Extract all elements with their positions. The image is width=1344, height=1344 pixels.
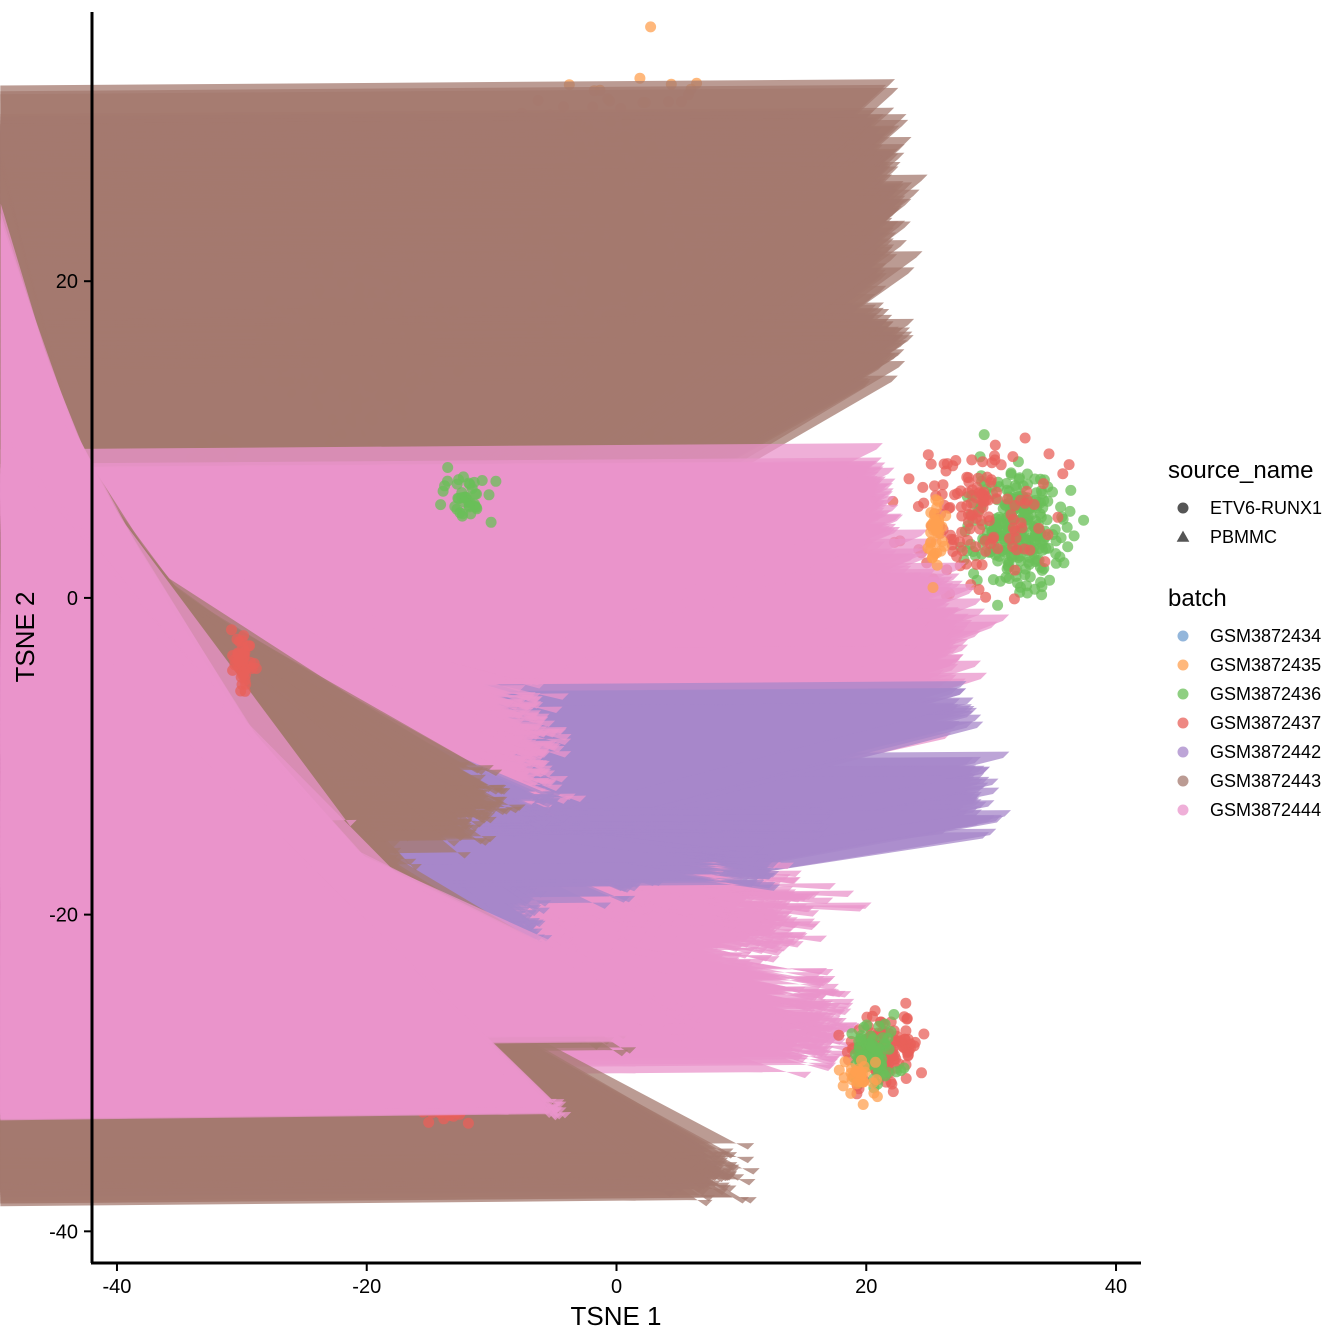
data-point: [977, 456, 989, 468]
data-point: [1021, 485, 1033, 497]
data-point: [962, 534, 973, 546]
data-point: [961, 500, 973, 512]
data-point: [1019, 432, 1031, 444]
data-point: [995, 459, 1007, 471]
data-point: [1037, 544, 1049, 556]
data-point: [931, 527, 943, 539]
data-point: [927, 551, 939, 563]
data-point: [930, 494, 942, 506]
data-point: [1001, 493, 1013, 505]
data-point: [987, 574, 999, 586]
data-point: [973, 584, 985, 595]
data-point: [1007, 522, 1019, 534]
data-point: [1037, 478, 1049, 490]
data-point: [937, 479, 949, 491]
data-point: [980, 591, 992, 603]
data-point: [1041, 514, 1053, 526]
data-point: [903, 473, 915, 485]
data-point: [955, 485, 967, 497]
data-point: [986, 457, 998, 469]
data-point: [1068, 530, 1080, 542]
data-point: [922, 449, 934, 461]
data-point: [1050, 557, 1062, 569]
data-point: [963, 509, 974, 520]
data-point: [1028, 499, 1040, 510]
data-point: [985, 474, 997, 486]
data-point: [925, 507, 937, 519]
data-point: [1055, 501, 1067, 513]
data-point: [1043, 448, 1055, 460]
data-point: [931, 559, 943, 571]
data-point: [1000, 571, 1012, 583]
data-point: [925, 458, 937, 470]
data-point: [970, 541, 982, 553]
data-point: [1024, 544, 1036, 556]
data-point: [968, 568, 980, 580]
data-point: [925, 536, 937, 548]
data-point: [1061, 521, 1073, 533]
data-point: [1052, 511, 1064, 523]
data-point: [971, 558, 982, 570]
data-point: [966, 454, 978, 466]
data-point: [1025, 509, 1037, 521]
data-point: [970, 492, 982, 504]
data-point: [960, 558, 972, 570]
data-point: [991, 486, 1002, 498]
data-point: [964, 523, 976, 535]
data-point: [1042, 495, 1054, 507]
data-point: [912, 501, 924, 512]
data-point: [1065, 484, 1077, 496]
data-point: [980, 545, 992, 557]
data-point: [1004, 533, 1015, 544]
data-point: [974, 523, 986, 535]
data-point: [973, 506, 985, 518]
data-point: [956, 526, 968, 538]
data-point: [972, 472, 984, 484]
data-point: [1035, 576, 1047, 588]
data-point: [1039, 556, 1051, 568]
data-point: [971, 482, 983, 494]
data-point: [1009, 480, 1021, 491]
data-point: [1008, 593, 1020, 605]
data-point: [1057, 468, 1069, 480]
data-point: [1033, 522, 1045, 534]
data-point: [975, 515, 987, 527]
data-point: [989, 439, 1001, 451]
data-point: [1050, 535, 1062, 547]
data-point: [940, 510, 952, 522]
data-point: [1063, 459, 1075, 471]
data-point: [1024, 571, 1036, 583]
data-point: [634, 72, 646, 84]
data-point: [927, 582, 939, 593]
data-point: [978, 429, 990, 441]
data-point: [1017, 506, 1029, 518]
data-point: [1064, 505, 1076, 517]
data-point: [988, 531, 1000, 543]
data-point: [1005, 467, 1017, 479]
data-point: [980, 494, 992, 506]
data-point: [645, 21, 657, 33]
data-point: [961, 471, 973, 483]
data-point: [917, 481, 929, 493]
data-point: [992, 599, 1004, 611]
data-point: [951, 550, 963, 562]
data-point: [1042, 529, 1054, 541]
data-point: [1009, 564, 1021, 576]
data-point: [1021, 587, 1033, 599]
data-point: [1007, 451, 1019, 463]
data-point: [948, 534, 960, 546]
data-point: [1062, 541, 1074, 553]
data-point: [950, 455, 962, 466]
scatter-points-layer: [0, 21, 1090, 1207]
data-point: [1009, 500, 1021, 511]
data-point: [1044, 574, 1055, 586]
data-point: [1047, 486, 1058, 498]
data-point: [929, 480, 940, 492]
data-point: [938, 458, 950, 470]
data-point: [1015, 555, 1026, 567]
data-point: [1005, 509, 1017, 521]
data-point: [1078, 514, 1090, 526]
